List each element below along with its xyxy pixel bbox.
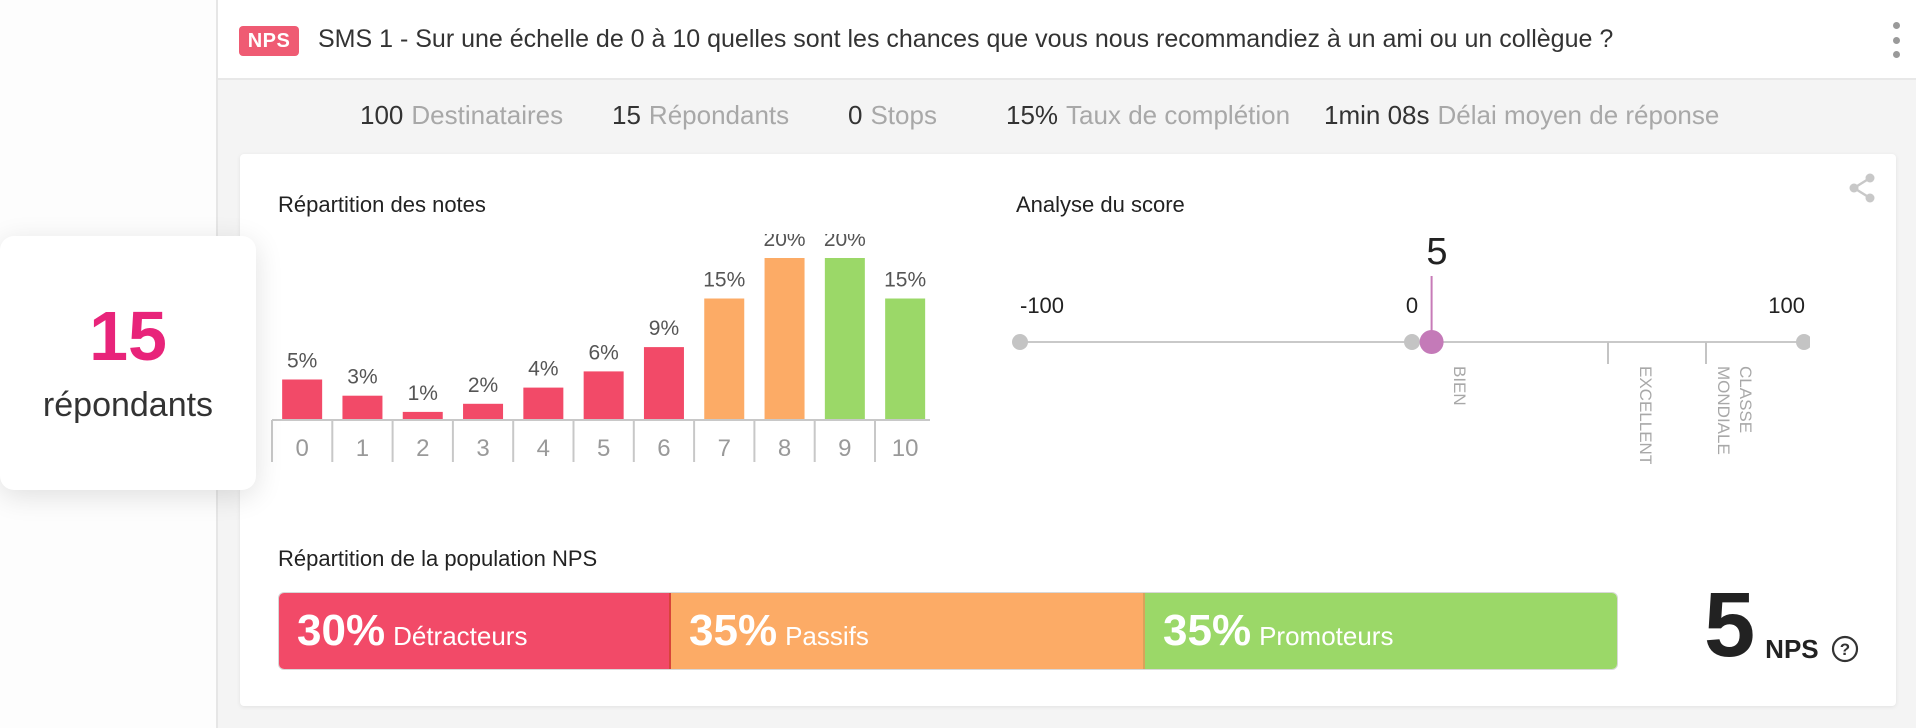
zone-label-world-class: CLASSE MONDIALE: [1714, 366, 1755, 455]
score-gauge: 5 -100 0 100 BIEN EXCELLENT CLASSE MONDI…: [1012, 231, 1810, 464]
bar-value-label: 2%: [468, 374, 498, 397]
stat-label: Taux de complétion: [1066, 100, 1291, 130]
segment-label: Passifs: [785, 620, 869, 651]
stat-recipients: 100 Destinataires: [360, 100, 563, 131]
stat-label: Répondants: [648, 100, 790, 130]
segment-label: Détracteurs: [393, 620, 528, 651]
bar: [463, 403, 504, 420]
stat-value: 100: [360, 100, 404, 130]
bar: [583, 371, 624, 420]
question-title: SMS 1 - Sur une échelle de 0 à 10 quelle…: [318, 25, 1614, 53]
stat-value: 1min 08s: [1324, 100, 1430, 130]
stat-value: 0: [848, 100, 863, 130]
x-tick-label: 2: [416, 435, 429, 462]
bar-value-label: 15%: [884, 269, 926, 292]
bar: [885, 298, 926, 420]
segment-percent: 35%: [1163, 606, 1252, 655]
bar-value-label: 4%: [528, 358, 558, 381]
bar-value-label: 20%: [764, 234, 806, 251]
score-marker: [1419, 330, 1444, 354]
score-value: 5: [1426, 231, 1447, 273]
stat-value: 15%: [1006, 100, 1059, 130]
respondents-label: répondants: [42, 386, 214, 424]
gauge-min-label: -100: [1020, 293, 1064, 318]
question-card: NPS SMS 1 - Sur une échelle de 0 à 10 qu…: [216, 0, 1916, 728]
stat-value: 15: [612, 100, 641, 130]
x-tick-label: 10: [892, 435, 919, 462]
x-tick-label: 7: [718, 435, 731, 462]
gauge-max-dot: [1796, 334, 1810, 350]
bar: [523, 387, 564, 420]
bar-value-label: 3%: [347, 366, 377, 389]
share-icon[interactable]: [1846, 172, 1878, 204]
bar: [824, 258, 865, 420]
bar: [282, 379, 323, 420]
stat-label: Délai moyen de réponse: [1437, 100, 1720, 130]
bar-value-label: 5%: [287, 350, 317, 373]
gauge-max-label: 100: [1768, 293, 1805, 318]
respondents-count: 15: [89, 297, 167, 375]
stat-completion: 15% Taux de complétion: [1006, 100, 1290, 131]
x-tick-label: 8: [778, 435, 791, 462]
segment-percent: 35%: [689, 606, 778, 655]
gauge-min-dot: [1012, 334, 1028, 350]
bar: [764, 258, 805, 420]
results-panel: Répartition des notes 5% 0 3% 1 1% 2 2% 3 4% 4 6% 5…: [240, 154, 1896, 706]
bar: [704, 298, 745, 420]
segment-promoters: 35% Promoteurs: [1145, 593, 1617, 669]
stat-respondents: 15 Répondants: [612, 100, 789, 131]
segment-percent: 30%: [297, 606, 386, 655]
nps-label: NPS: [1765, 634, 1819, 664]
bar: [342, 395, 383, 420]
x-tick-label: 9: [838, 435, 851, 462]
bar: [643, 347, 684, 420]
zone-label-excellent: EXCELLENT: [1636, 366, 1655, 464]
stat-stops: 0 Stops: [848, 100, 937, 131]
bar-value-label: 6%: [588, 341, 618, 364]
bar-value-label: 9%: [649, 317, 679, 340]
bar-value-label: 20%: [824, 234, 866, 251]
bar-value-label: 15%: [703, 269, 745, 292]
zone-label-bien: BIEN: [1450, 366, 1469, 406]
x-tick-label: 3: [476, 435, 489, 462]
population-title: Répartition de la population NPS: [278, 546, 598, 571]
stat-response-delay: 1min 08s Délai moyen de réponse: [1324, 100, 1719, 131]
x-tick-label: 1: [356, 435, 369, 462]
nps-value: 5: [1704, 574, 1756, 676]
more-options-icon[interactable]: [1890, 22, 1902, 58]
segment-detractors: 30% Détracteurs: [279, 593, 671, 669]
gauge-zero-dot: [1404, 334, 1420, 350]
x-tick-label: 0: [295, 435, 308, 462]
x-tick-label: 5: [597, 435, 610, 462]
notes-bar-chart: 5% 0 3% 1 1% 2 2% 3 4% 4 6% 5 9% 6 15% 7 20% 8 20% 9 15% 10: [271, 234, 930, 462]
nps-score: 5 NPS ?: [1704, 579, 1859, 671]
stat-label: Stops: [870, 100, 937, 130]
x-tick-label: 4: [537, 435, 550, 462]
population-bar: 30% Détracteurs 35% Passifs 35% Promoteu…: [278, 592, 1618, 670]
nps-badge: NPS: [239, 26, 299, 56]
x-tick-label: 6: [657, 435, 670, 462]
stats-bar: 100 Destinataires 15 Répondants 0 Stops 15%…: [218, 100, 1916, 136]
bar-value-label: 1%: [408, 382, 438, 405]
gauge-zero-label: 0: [1406, 293, 1418, 318]
card-header: NPS SMS 1 - Sur une échelle de 0 à 10 qu…: [218, 0, 1916, 80]
help-icon[interactable]: ?: [1831, 635, 1859, 663]
svg-text:?: ?: [1839, 640, 1849, 659]
segment-label: Promoteurs: [1259, 620, 1394, 651]
respondents-card: 15 répondants: [0, 236, 256, 490]
segment-passives: 35% Passifs: [671, 593, 1145, 669]
analysis-title: Analyse du score: [1016, 192, 1185, 217]
bar: [402, 411, 443, 420]
distribution-title: Répartition des notes: [278, 192, 486, 217]
stat-label: Destinataires: [411, 100, 564, 130]
